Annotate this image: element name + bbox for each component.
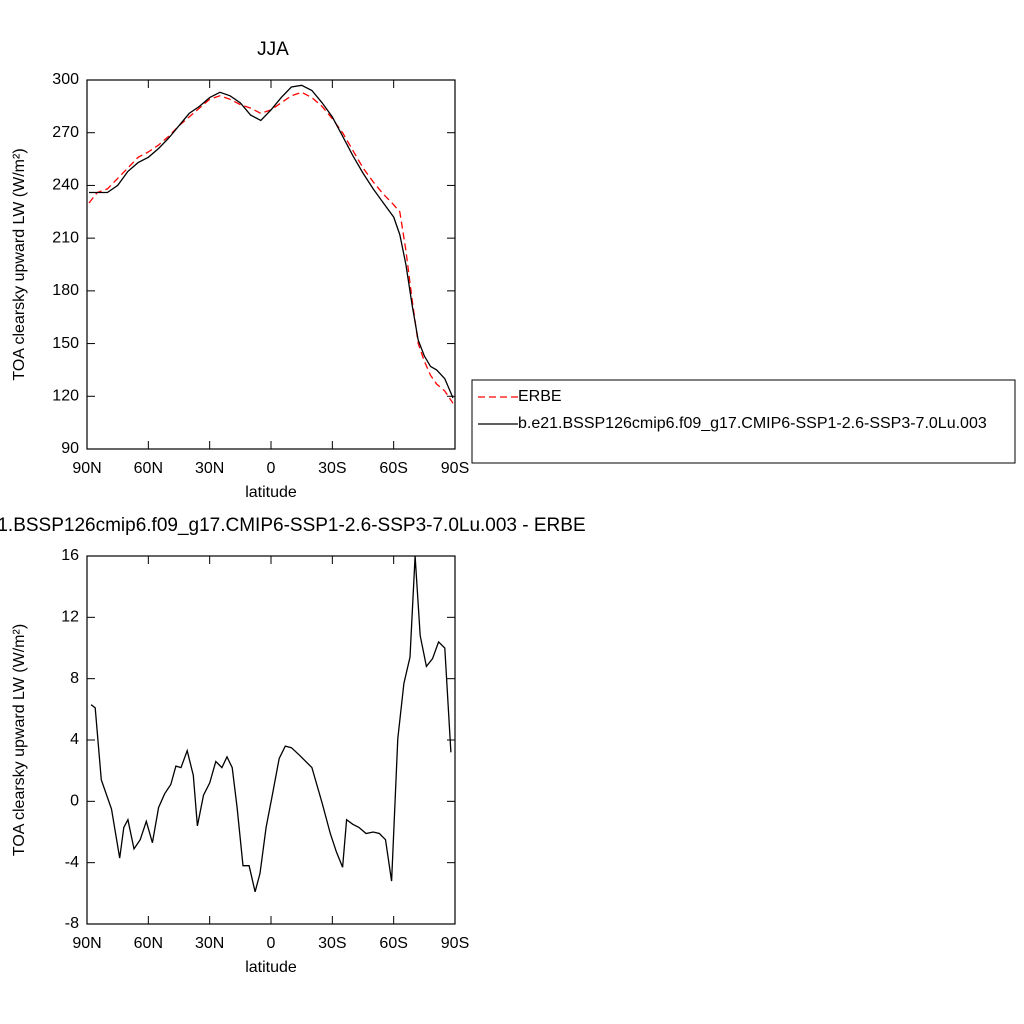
x-axis-label: latitude [245, 959, 297, 976]
data-line [89, 84, 454, 399]
plot-frame [86, 79, 456, 450]
legend-label: b.e21.BSSP126cmip6.f09_g17.CMIP6-SSP1-2.… [518, 415, 987, 432]
y-tick-label: 16 [61, 547, 79, 564]
chart-title: b.e21.BSSP126cmip6.f09_g17.CMIP6-SSP1-2.… [0, 515, 586, 536]
legend-label: ERBE [518, 388, 562, 405]
y-tick-label: 210 [52, 229, 79, 246]
y-tick-label: -4 [65, 854, 79, 871]
x-tick-label: 90N [72, 460, 101, 477]
x-tick-label: 0 [267, 935, 276, 952]
data-line [90, 555, 452, 892]
y-tick-label: 270 [52, 124, 79, 141]
y-tick-label: 150 [52, 335, 79, 352]
x-tick-label: 30N [195, 460, 224, 477]
x-tick-label: 30S [318, 935, 346, 952]
x-tick-label: 60N [134, 460, 163, 477]
y-tick-label: 180 [52, 282, 79, 299]
x-tick-label: 30S [318, 460, 346, 477]
y-tick-label: 4 [70, 731, 79, 748]
y-tick-label: 90 [61, 440, 79, 457]
x-tick-label: 60N [134, 935, 163, 952]
chart-title: JJA [257, 39, 289, 60]
x-tick-label: 90N [72, 935, 101, 952]
x-tick-label: 60S [379, 935, 407, 952]
y-tick-label: -8 [65, 915, 79, 932]
y-tick-label: 300 [52, 71, 79, 88]
y-axis-label: TOA clearsky upward LW (W/m²) [11, 148, 28, 380]
x-tick-label: 90S [441, 460, 469, 477]
x-tick-label: 0 [267, 460, 276, 477]
y-tick-label: 8 [70, 670, 79, 687]
data-line [88, 91, 454, 404]
x-tick-label: 60S [379, 460, 407, 477]
plot-frame [86, 555, 456, 925]
y-tick-label: 0 [70, 793, 79, 810]
legend-box [471, 379, 1016, 464]
y-tick-label: 12 [61, 609, 79, 626]
x-tick-label: 90S [441, 935, 469, 952]
y-tick-label: 240 [52, 177, 79, 194]
x-axis-label: latitude [245, 484, 297, 501]
y-axis-label: TOA clearsky upward LW (W/m²) [11, 624, 28, 856]
x-tick-label: 30N [195, 935, 224, 952]
y-tick-label: 120 [52, 388, 79, 405]
